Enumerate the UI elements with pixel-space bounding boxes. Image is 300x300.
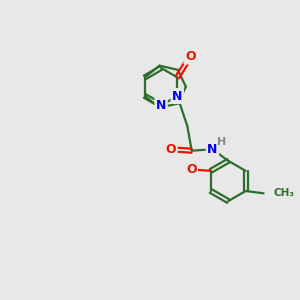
Text: N: N <box>172 89 182 103</box>
Text: O: O <box>166 143 176 156</box>
Text: O: O <box>186 163 196 176</box>
Text: N: N <box>156 99 166 112</box>
Text: O: O <box>185 50 196 63</box>
Text: CH₃: CH₃ <box>274 188 295 198</box>
Text: N: N <box>207 143 218 156</box>
Text: H: H <box>217 137 226 147</box>
